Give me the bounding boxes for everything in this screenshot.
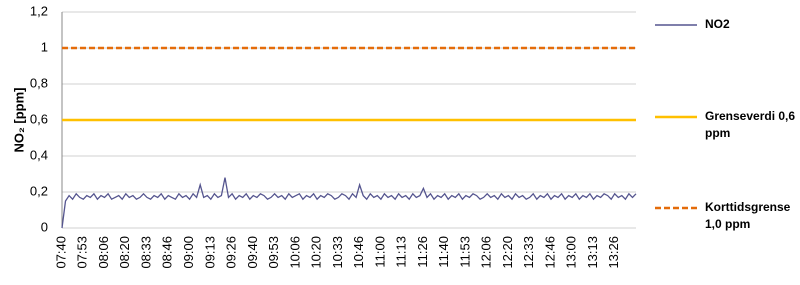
- legend-label: Korttidsgrense 1,0 ppm: [705, 200, 791, 231]
- y-tick-label: 0,4: [30, 147, 48, 162]
- x-tick-label: 09:00: [181, 236, 196, 269]
- y-tick-label: 0,2: [30, 183, 48, 198]
- x-tick-label: 07:40: [53, 236, 68, 269]
- x-tick-label: 10:06: [287, 236, 302, 269]
- x-tick-label: 08:46: [160, 236, 175, 269]
- x-tick-label: 09:53: [266, 236, 281, 269]
- y-tick-label: 0,8: [30, 75, 48, 90]
- x-tick-label: 11:26: [415, 236, 430, 268]
- x-tick-label: 10:20: [309, 236, 324, 269]
- y-tick-label: 0: [41, 219, 48, 234]
- y-tick-label: 1,2: [30, 3, 48, 18]
- x-tick-label: 11:00: [372, 236, 387, 268]
- x-tick-label: 10:46: [351, 236, 366, 269]
- x-tick-label: 13:13: [585, 236, 600, 269]
- x-tick-label: 12:33: [521, 236, 536, 269]
- legend-label: NO2: [705, 17, 730, 31]
- y-tick-label: 1: [41, 39, 48, 54]
- x-tick-label: 11:53: [457, 236, 472, 268]
- data-line: [61, 177, 637, 229]
- x-tick-label: 12:06: [479, 236, 494, 269]
- x-tick-label: 13:00: [564, 236, 579, 269]
- x-tick-label: 13:26: [606, 236, 621, 269]
- x-tick-label: 09:13: [202, 236, 217, 269]
- y-tick-label: 0,6: [30, 111, 48, 126]
- y-axis-label: NO₂ [ppm]: [11, 88, 26, 153]
- x-tick-label: 11:13: [394, 236, 409, 268]
- legend-label: Grenseverdi 0,6 ppm: [705, 109, 796, 140]
- x-tick-label: 07:53: [75, 236, 90, 269]
- x-tick-label: 08:33: [138, 236, 153, 269]
- x-tick-label: 08:06: [96, 236, 111, 269]
- x-tick-label: 09:40: [245, 236, 260, 269]
- x-tick-label: 09:26: [224, 236, 239, 269]
- x-tick-label: 12:20: [500, 236, 515, 269]
- x-tick-label: 08:20: [117, 236, 132, 269]
- x-tick-label: 10:33: [330, 236, 345, 269]
- x-tick-label: 11:40: [436, 236, 451, 268]
- x-tick-label: 12:46: [542, 236, 557, 269]
